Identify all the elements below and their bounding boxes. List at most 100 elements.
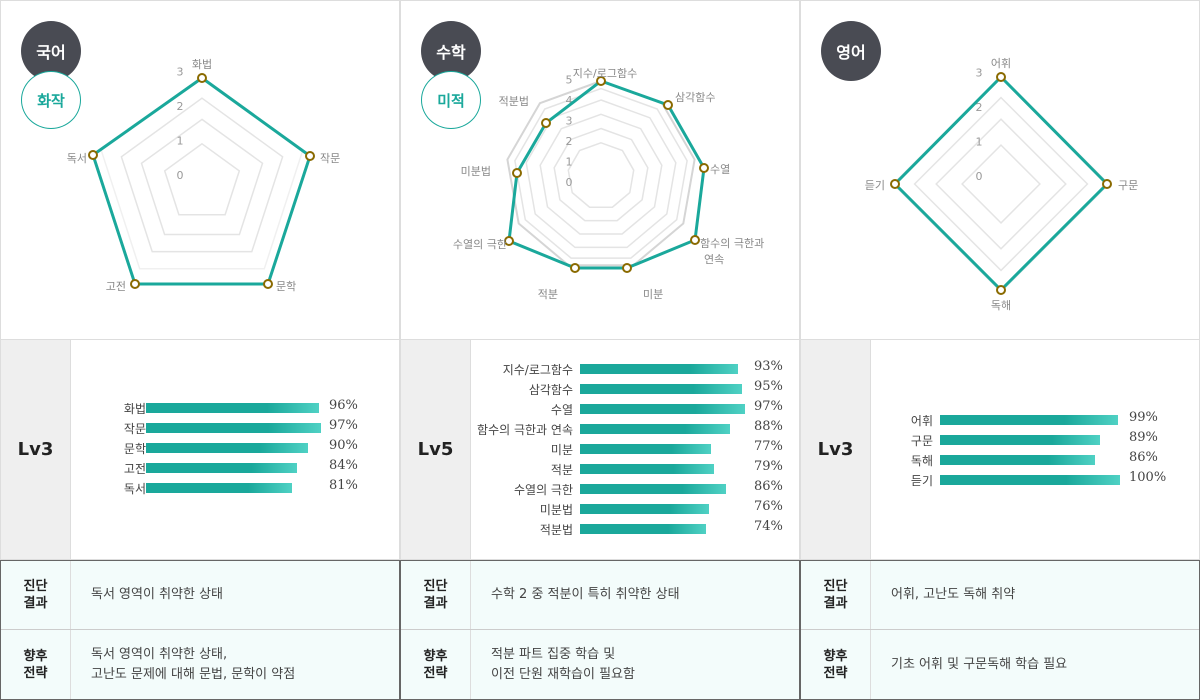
radar-point xyxy=(596,76,606,86)
diagnosis-text: 독서 영역이 취약한 상태 xyxy=(91,587,223,602)
bar-label: 적분법 xyxy=(539,523,573,537)
bar-value: 96% xyxy=(329,398,358,413)
bar-label: 구문 xyxy=(910,434,933,448)
radar-tick-label: 0 xyxy=(177,169,184,182)
bar-label: 문학 xyxy=(123,442,146,456)
score-bars: Lv3 화법 96% 작문 97% 문학 90% 고전 84% 독서 81% xyxy=(0,340,400,560)
radar-tick-label: 2 xyxy=(976,101,983,114)
radar-tick-label: 3 xyxy=(976,67,983,80)
radar-card: 0 1 2 3 화법 작문 문학 고전 독서 국어 화작 xyxy=(0,0,400,340)
bar-value: 97% xyxy=(754,399,783,414)
bar-row: 작문 97% xyxy=(71,418,401,438)
diagnosis-header: 진단 결과 xyxy=(801,561,871,629)
bar-label: 삼각함수 xyxy=(528,383,573,397)
radar-point xyxy=(1102,179,1112,189)
radar-grid-ring xyxy=(935,118,1067,250)
radar-card: 0 1 2 3 어휘 구문 독해 듣기 영어 xyxy=(800,0,1200,340)
diagnosis-header: 진단 결과 xyxy=(1,561,71,629)
radar-tick-label: 1 xyxy=(177,135,184,148)
radar-tick-label: 1 xyxy=(976,136,983,149)
bar-fill xyxy=(580,464,715,474)
elective-badge: 미적 xyxy=(421,71,481,129)
bar-value: 89% xyxy=(1129,430,1158,445)
radar-point xyxy=(305,151,315,161)
radar-grid-ring xyxy=(891,74,1111,294)
radar-series-line xyxy=(91,76,312,286)
radar-card: 0 1 2 3 4 5 지수/로그함수 삼각함수 수열 함수의 극한과 연속 미분 적분 수열의 극한 미분… xyxy=(400,0,800,340)
radar-series-line xyxy=(892,74,1110,293)
bar-label: 작문 xyxy=(123,422,146,436)
bar-row: 어휘 99% xyxy=(871,410,1200,430)
score-bars: Lv5 지수/로그함수 93% 삼각함수 95% 수열 97% 함수의 극한과 연속 88% 미… xyxy=(400,340,800,560)
bar-value: 76% xyxy=(754,499,783,514)
radar-point xyxy=(996,72,1006,82)
score-bars: Lv3 어휘 99% 구문 89% 독해 86% 듣기 100% xyxy=(800,340,1200,560)
bar-value: 84% xyxy=(329,458,358,473)
radar-tick-label: 3 xyxy=(177,66,184,79)
radar-axis-label: 어휘 xyxy=(991,57,1011,70)
radar-axis-label: 미분법 xyxy=(461,165,491,178)
bar-label: 독서 xyxy=(123,482,146,496)
strategy-row: 향후 전략 독서 영역이 취약한 상태, 고난도 문제에 대해 문법, 문학이 … xyxy=(1,630,399,699)
radar-series-line xyxy=(507,79,706,270)
bar-value: 100% xyxy=(1129,470,1167,485)
radar-tick-label: 2 xyxy=(566,135,573,148)
diagnosis-box: 진단 결과 수학 2 중 적분이 특히 취약한 상태 향후 전략 적분 파트 집… xyxy=(400,560,800,700)
radar-axis-label: 문학 xyxy=(276,280,296,293)
bar-fill xyxy=(940,415,1119,425)
radar-axis-label: 적분 xyxy=(538,288,558,301)
level-label: Lv3 xyxy=(1,340,71,559)
column-english: 0 1 2 3 어휘 구문 독해 듣기 영어 Lv3 어휘 99% 구문 89% 독해 86% 듣기 100… xyxy=(800,0,1200,700)
bar-label: 고전 xyxy=(123,462,146,476)
strategy-text: 기초 어휘 및 구문독해 학습 필요 xyxy=(891,656,1068,672)
radar-axis-label: 듣기 xyxy=(865,179,885,192)
bar-label: 수열 xyxy=(550,403,573,417)
bar-row: 적분 79% xyxy=(471,459,801,479)
bar-row: 미분법 76% xyxy=(471,499,801,519)
strategy-row: 향후 전략 적분 파트 집중 학습 및 이전 단원 재학습이 필요함 xyxy=(401,630,799,699)
bar-fill xyxy=(580,524,706,534)
radar-point xyxy=(622,263,632,273)
radar-point xyxy=(570,263,580,273)
bar-row: 화법 96% xyxy=(71,398,401,418)
bar-row: 독서 81% xyxy=(71,478,401,498)
radar-point xyxy=(88,150,98,160)
bar-fill xyxy=(580,504,710,514)
bar-label: 듣기 xyxy=(910,474,933,488)
bar-row: 삼각함수 95% xyxy=(471,379,801,399)
radar-grid-ring xyxy=(539,113,663,235)
strategy-text: 독서 영역이 취약한 상태, 고난도 문제에 대해 문법, 문학이 약점 xyxy=(91,646,296,682)
diagnosis-row: 진단 결과 어휘, 고난도 독해 취약 xyxy=(801,561,1199,630)
diagnosis-box: 진단 결과 어휘, 고난도 독해 취약 향후 전략 기초 어휘 및 구문독해 학… xyxy=(800,560,1200,700)
radar-axis-label: 고전 xyxy=(106,280,126,293)
radar-grid-ring xyxy=(514,87,688,259)
bar-value: 77% xyxy=(754,439,783,454)
radar-grid-ring xyxy=(100,76,304,270)
bar-row: 문학 90% xyxy=(71,438,401,458)
radar-point xyxy=(130,279,140,289)
column-korean: 0 1 2 3 화법 작문 문학 고전 독서 국어 화작 Lv3 화법 96% 작문 97% 문학 90%… xyxy=(0,0,400,700)
bar-label: 수열의 극한 xyxy=(513,483,573,497)
column-math: 0 1 2 3 4 5 지수/로그함수 삼각함수 수열 함수의 극한과 연속 미분 적분 수열의 극한 미분… xyxy=(400,0,800,700)
bar-label: 지수/로그함수 xyxy=(502,363,573,377)
radar-axis-label: 함수의 극한과 연속 xyxy=(700,237,764,266)
radar-grid-ring xyxy=(506,79,696,267)
bar-fill xyxy=(580,484,727,494)
bar-fill xyxy=(146,483,292,493)
radar-axis-label: 지수/로그함수 xyxy=(573,67,637,80)
strategy-header: 향후 전략 xyxy=(401,630,471,699)
radar-point xyxy=(263,279,273,289)
bar-row: 듣기 100% xyxy=(871,470,1200,490)
radar-tick-label: 0 xyxy=(566,176,573,189)
radar-axis-label: 미분 xyxy=(643,288,663,301)
bar-value: 81% xyxy=(329,478,358,493)
bar-value: 97% xyxy=(329,418,358,433)
diagnosis-row: 진단 결과 수학 2 중 적분이 특히 취약한 상태 xyxy=(401,561,799,630)
bar-fill xyxy=(146,423,321,433)
radar-axis-label: 구문 xyxy=(1118,179,1138,192)
radar-axis-label: 삼각함수 xyxy=(675,91,715,104)
radar-point xyxy=(512,168,522,178)
strategy-text: 적분 파트 집중 학습 및 이전 단원 재학습이 필요함 xyxy=(491,646,635,682)
